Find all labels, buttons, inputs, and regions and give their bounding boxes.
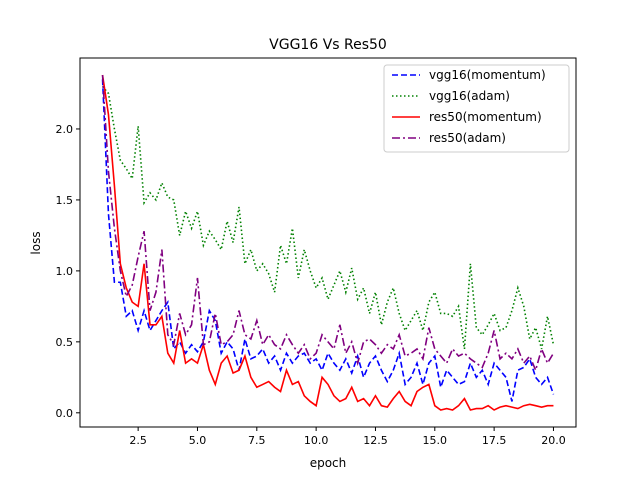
x-tick-label: 17.5: [482, 434, 507, 447]
legend-label: vgg16(adam): [429, 89, 510, 103]
x-tick-label: 12.5: [363, 434, 388, 447]
x-tick-label: 10.0: [304, 434, 329, 447]
x-tick-label: 7.5: [248, 434, 266, 447]
series-line-vgg16-adam: [101, 85, 555, 350]
legend: vgg16(momentum) vgg16(adam) res50(momentum…: [383, 64, 570, 153]
y-tick-label: 2.0: [56, 123, 74, 136]
plot-frame: [79, 57, 577, 428]
y-tick-label: 1.0: [56, 265, 74, 278]
y-axis-label: loss: [29, 231, 43, 254]
y-tick-label: 1.5: [56, 194, 74, 207]
x-tick-label: 15.0: [423, 434, 448, 447]
x-tick-label: 2.5: [129, 434, 147, 447]
legend-label: res50(adam): [429, 131, 506, 145]
x-tick-label: 20.0: [541, 434, 566, 447]
series-line-res50-adam: [101, 74, 555, 373]
y-tick-label: 0.0: [56, 407, 74, 420]
chart-title: VGG16 Vs Res50: [269, 37, 387, 53]
series-line-res50-momentum: [101, 74, 554, 411]
x-axis-label: epoch: [310, 456, 347, 470]
legend-label: res50(momentum): [429, 110, 542, 124]
legend-label: vgg16(momentum): [429, 68, 546, 82]
x-tick-label: 5.0: [189, 434, 207, 447]
y-tick-label: 0.5: [56, 336, 74, 349]
